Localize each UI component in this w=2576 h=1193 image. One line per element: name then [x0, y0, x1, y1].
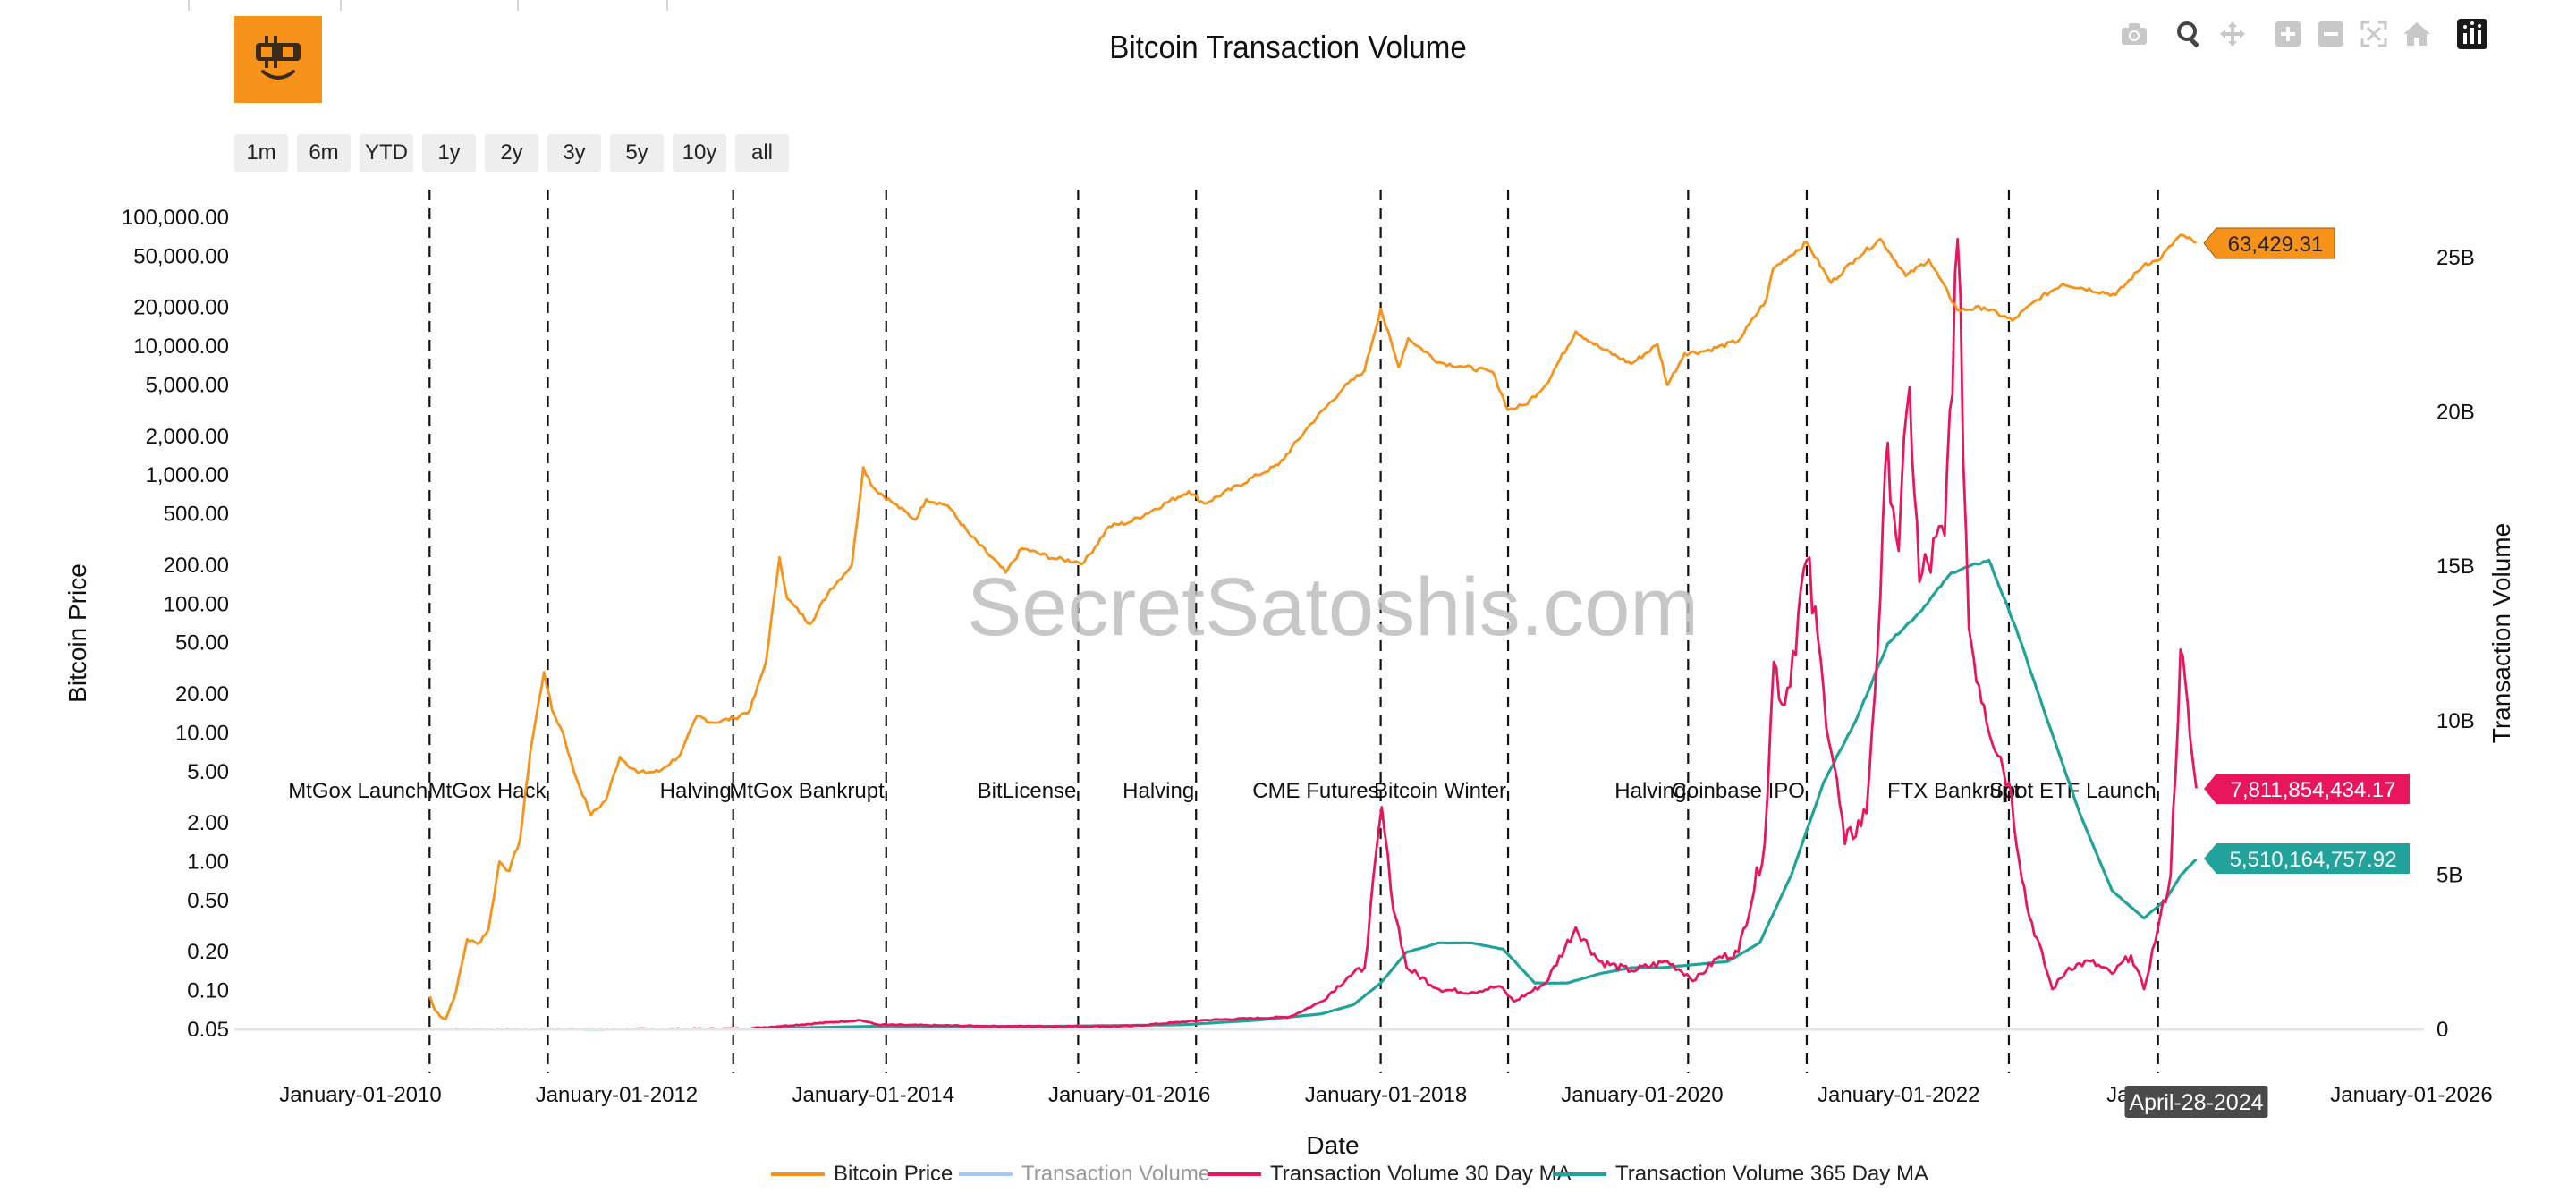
y-tick-label: 100.00 — [164, 592, 229, 616]
event-label: MtGox Hack — [428, 779, 547, 803]
browser-tab-strip — [0, 0, 716, 13]
series-bitcoin-price-value-tag — [2203, 227, 2335, 259]
y-tick-label: 0.10 — [187, 979, 229, 1003]
zoom-icon[interactable] — [2172, 18, 2207, 50]
x-tick-label: January-01-2020 — [1561, 1083, 1723, 1107]
hover-date-label: April-28-2024 — [2129, 1090, 2263, 1115]
legend-label: Transaction Volume 365 Day MA — [1615, 1162, 1928, 1186]
series-bitcoin-price-line[interactable] — [428, 233, 2197, 1020]
range-button-5y[interactable]: 5y — [610, 134, 664, 172]
hover-date-badge — [2124, 1086, 2268, 1118]
camera-icon[interactable] — [2116, 18, 2152, 50]
y2-tick-label: 10B — [2436, 709, 2475, 733]
legend-swatch — [771, 1172, 825, 1176]
x-tick-label: January-01-2014 — [792, 1083, 954, 1107]
series-365-day-ma-value-label: 5,510,164,757.92 — [2230, 848, 2397, 872]
y-tick-label: 10.00 — [175, 721, 229, 745]
y2-tick-label: 25B — [2436, 246, 2475, 270]
zoom-in-icon[interactable] — [2270, 18, 2306, 50]
legend-label: Transaction Volume 30 Day MA — [1270, 1162, 1572, 1186]
y-tick-label: 0.20 — [187, 940, 229, 964]
range-button-ytd[interactable]: YTD — [360, 134, 413, 172]
autoscale-icon[interactable] — [2356, 18, 2392, 50]
x-tick-label: January-01-2010 — [279, 1083, 441, 1107]
range-button-2y[interactable]: 2y — [485, 134, 538, 172]
range-button-10y[interactable]: 10y — [673, 134, 726, 172]
y2-tick-label: 0 — [2436, 1018, 2448, 1042]
y-tick-label: 2.00 — [187, 811, 229, 835]
event-label: Halving — [1123, 779, 1194, 803]
legend-item-transaction-volume[interactable]: Transaction Volume — [959, 1159, 1210, 1189]
x-tick-label: January-01-2016 — [1048, 1083, 1210, 1107]
y2-tick-label: 20B — [2436, 401, 2475, 425]
y2-axis-title: Transaction Volume — [2487, 523, 2515, 743]
y-tick-label: 0.05 — [187, 1018, 229, 1042]
x-tick-label: January-01-2026 — [2330, 1083, 2492, 1107]
series-365-day-ma-value-tag — [2204, 843, 2410, 874]
tab-divider — [188, 0, 190, 11]
tab-divider — [666, 0, 668, 11]
series-30-day-ma-value-tag — [2204, 774, 2410, 804]
watermark-text: SecretSatoshis.com — [967, 562, 1699, 653]
pan-icon[interactable] — [2215, 18, 2250, 50]
y-tick-label: 5,000.00 — [146, 373, 229, 397]
legend-swatch — [959, 1172, 1013, 1176]
y-tick-label: 100,000.00 — [122, 206, 229, 230]
chart-legend: Bitcoin Price Transaction Volume Transac… — [0, 1159, 2576, 1189]
chart-title: Bitcoin Transaction Volume — [1109, 29, 1467, 65]
y-axis-title: Bitcoin Price — [64, 563, 91, 703]
tab-divider — [517, 0, 519, 11]
range-button-all[interactable]: all — [735, 134, 789, 172]
y-tick-label: 500.00 — [164, 503, 229, 527]
series-30-day-ma-value-label: 7,811,854,434.17 — [2230, 778, 2395, 802]
event-label: Halving — [1614, 779, 1686, 803]
range-button-1y[interactable]: 1y — [422, 134, 476, 172]
y-tick-label: 20.00 — [175, 682, 229, 706]
y-tick-label: 5.00 — [187, 760, 229, 784]
zoom-out-icon[interactable] — [2313, 18, 2349, 50]
y2-tick-label: 15B — [2436, 554, 2475, 579]
range-button-1m[interactable]: 1m — [234, 134, 288, 172]
legend-item-365-day-ma[interactable]: Transaction Volume 365 Day MA — [1553, 1159, 1928, 1189]
x-tick-label: January-01-2012 — [536, 1083, 698, 1107]
plot-toolbar — [2116, 18, 2506, 50]
y-tick-label: 50.00 — [175, 631, 229, 656]
y-tick-label: 1,000.00 — [146, 463, 229, 487]
legend-label: Bitcoin Price — [834, 1162, 953, 1186]
plotly-logo-icon[interactable] — [2454, 18, 2490, 50]
event-label: Bitcoin Winter — [1374, 779, 1506, 803]
event-label: MtGox Bankrupt — [729, 779, 885, 803]
event-label: BitLicense — [978, 779, 1077, 803]
legend-swatch — [1553, 1172, 1606, 1176]
range-button-3y[interactable]: 3y — [547, 134, 601, 172]
legend-label: Transaction Volume — [1021, 1162, 1211, 1186]
range-button-6m[interactable]: 6m — [297, 134, 351, 172]
event-label: FTX Bankrupt — [1887, 779, 2020, 803]
y-tick-label: 0.50 — [187, 889, 229, 913]
series-bitcoin-price-value-label: 63,429.31 — [2228, 233, 2324, 257]
tab-divider — [340, 0, 342, 11]
legend-item-30-day-ma[interactable]: Transaction Volume 30 Day MA — [1208, 1159, 1572, 1189]
y-tick-label: 50,000.00 — [133, 244, 229, 268]
y-tick-label: 1.00 — [187, 850, 229, 875]
y-tick-label: 20,000.00 — [133, 296, 229, 320]
legend-item-bitcoin-price[interactable]: Bitcoin Price — [771, 1159, 953, 1189]
reset-axes-icon[interactable] — [2399, 18, 2435, 50]
event-label: CME Futures — [1252, 779, 1378, 803]
y2-tick-label: 5B — [2436, 863, 2462, 887]
event-label: Halving — [660, 779, 732, 803]
x-axis-title: Date — [1306, 1131, 1359, 1154]
x-tick-label: January-01-2022 — [1818, 1083, 1979, 1107]
event-label: MtGox Launch — [288, 779, 428, 803]
event-label: Coinbase IPO — [1672, 779, 1805, 803]
x-tick-label: January-01-2018 — [1305, 1083, 1467, 1107]
bitcoin-smile-logo-icon — [256, 35, 301, 80]
y-tick-label: 200.00 — [164, 554, 229, 578]
y-tick-label: 2,000.00 — [146, 425, 229, 449]
y-tick-label: 10,000.00 — [133, 334, 229, 359]
brand-logo[interactable] — [234, 16, 322, 103]
series-365-day-ma-line[interactable] — [584, 558, 2198, 1031]
legend-swatch — [1208, 1172, 1261, 1176]
